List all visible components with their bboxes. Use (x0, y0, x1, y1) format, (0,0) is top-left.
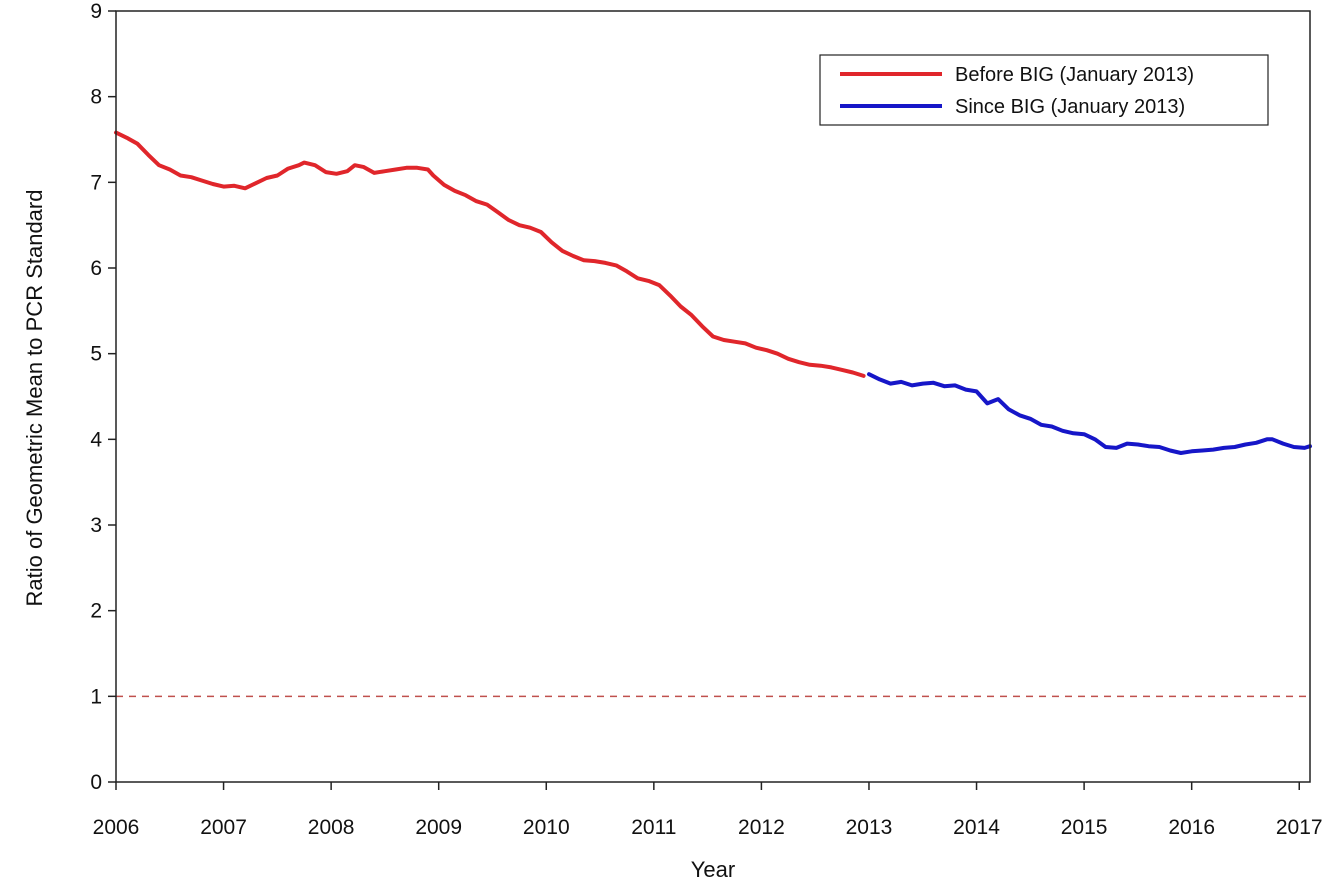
plot-area (114, 130, 1312, 698)
y-tick-label: 8 (90, 86, 102, 109)
x-tick-label: 2008 (308, 816, 355, 839)
legend-label-0: Before BIG (January 2013) (955, 64, 1194, 86)
x-tick-label: 2012 (738, 816, 785, 839)
y-axis-label: Ratio of Geometric Mean to PCR Standard (22, 190, 47, 607)
legend-label-1: Since BIG (January 2013) (955, 96, 1185, 118)
y-tick-label: 4 (90, 428, 102, 451)
series-line-0 (114, 130, 866, 378)
y-tick-label: 0 (90, 771, 102, 794)
legend: Before BIG (January 2013) Since BIG (Janu… (819, 54, 1269, 126)
y-tick-label: 3 (90, 514, 102, 537)
x-tick-label: 2016 (1168, 816, 1215, 839)
y-tick-label: 1 (90, 685, 102, 708)
x-tick-label: 2011 (631, 816, 676, 839)
x-tick-label: 2017 (1276, 816, 1323, 839)
y-tick-label: 9 (90, 0, 102, 23)
x-tick-label: 2006 (93, 816, 140, 839)
x-tick-label: 2015 (1061, 816, 1108, 839)
x-tick-label: 2007 (200, 816, 247, 839)
plot-frame (115, 10, 1311, 783)
axes: 0 1 2 3 4 5 6 7 8 9 2006 2007 2008 2009 2010 2011 2012 20… (90, 0, 1322, 839)
x-tick-label: 2014 (953, 816, 1000, 839)
y-tick-label: 5 (90, 343, 102, 366)
x-axis-label: Year (691, 857, 735, 882)
legend-box (819, 54, 1269, 126)
x-tick-label: 2013 (846, 816, 893, 839)
x-tick-label: 2010 (523, 816, 570, 839)
y-tick-label: 6 (90, 257, 102, 280)
y-tick-label: 2 (90, 600, 102, 623)
x-tick-label: 2009 (415, 816, 462, 839)
y-tick-label: 7 (90, 171, 102, 194)
series-line-1 (867, 372, 1312, 455)
